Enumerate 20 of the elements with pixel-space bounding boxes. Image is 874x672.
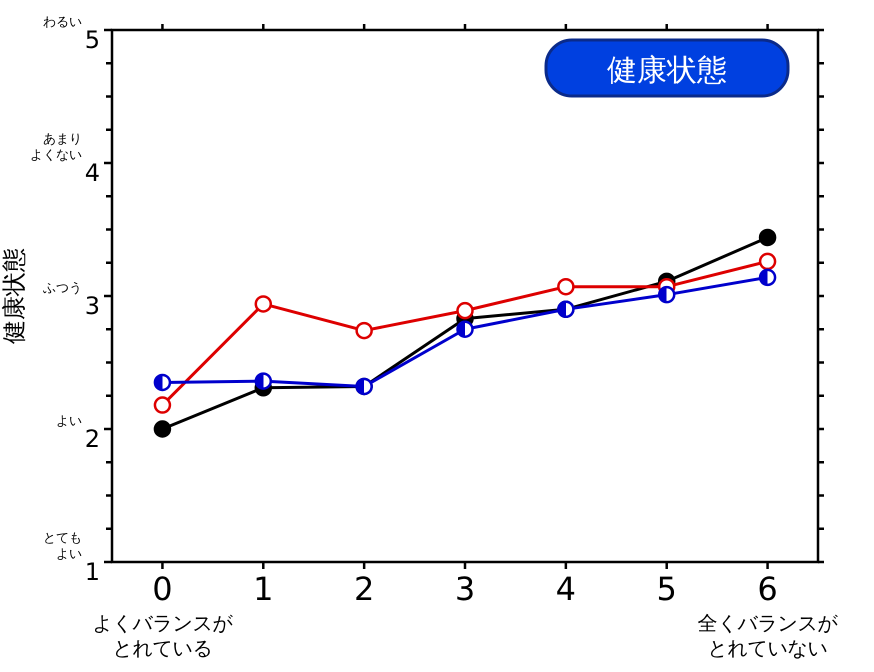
x-tick-label: 2 <box>354 570 374 608</box>
x-tick-label: 3 <box>454 570 476 608</box>
y-axis-title: 健康状態 <box>0 248 28 344</box>
x-tick-label: 5 <box>656 570 677 608</box>
x-tick-label: 1 <box>253 570 274 608</box>
x-tick-label: 0 <box>152 570 173 608</box>
y-tick-label: 5 <box>84 26 100 54</box>
y-tick-label: 4 <box>84 159 100 187</box>
text: よい <box>56 414 82 429</box>
text: よくバランスがとれている <box>92 611 234 660</box>
text: とてもよい <box>43 531 82 562</box>
text: ふつう <box>42 281 82 296</box>
x-tick-label: 4 <box>556 570 576 608</box>
y-tick-label: 2 <box>84 425 100 453</box>
text: 全くバランスがとれていない <box>698 611 839 660</box>
text: あまりよくない <box>30 132 82 163</box>
x-tick-label: 6 <box>757 570 778 608</box>
title-badge: 健康状態 <box>544 38 790 98</box>
text: わるい <box>43 15 82 30</box>
y-tick-label: 3 <box>84 292 100 320</box>
